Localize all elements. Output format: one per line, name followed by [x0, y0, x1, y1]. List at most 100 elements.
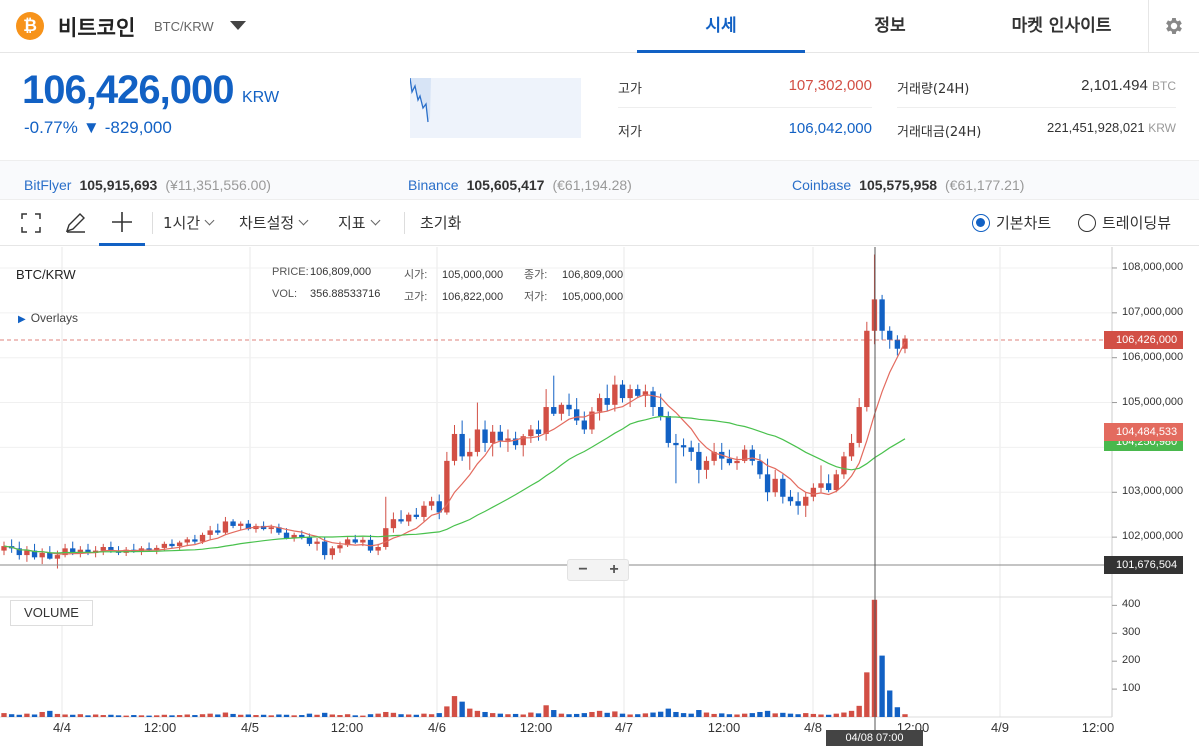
volume-bar — [383, 711, 389, 717]
volume-bar — [413, 714, 419, 717]
candle-body — [428, 501, 435, 506]
candle-body — [825, 483, 832, 491]
exchange-fx: (€61,194.28) — [552, 177, 632, 193]
overlays-toggle[interactable]: ▶ Overlays — [18, 311, 78, 325]
candle-body — [238, 523, 244, 526]
volume-bar — [77, 714, 84, 717]
candle-body — [741, 449, 748, 461]
price-chart[interactable]: BTC/KRW ▶ Overlays PRICE:106,809,000 VOL:… — [0, 247, 1199, 746]
candle-body — [543, 407, 549, 434]
tradingview-radio[interactable] — [1078, 214, 1096, 232]
amount-24h-unit: KRW — [1148, 121, 1176, 135]
tradingview-label[interactable]: 트레이딩뷰 — [1102, 214, 1172, 232]
volume-bar — [360, 715, 366, 717]
volume-bar — [222, 712, 229, 717]
legend-close-label: 종가: — [524, 269, 548, 281]
exchange-name: Binance — [408, 177, 459, 193]
volume-bar — [138, 715, 145, 717]
candle-body — [673, 442, 679, 446]
volume-panel-button[interactable]: VOLUME — [10, 600, 93, 626]
candle-body — [108, 547, 114, 551]
volume-bar — [436, 713, 442, 717]
interval-dropdown[interactable]: 1시간 — [163, 200, 215, 246]
exchange-bitflyer[interactable]: BitFlyer 105,915,693 (¥11,351,556.00) — [24, 177, 271, 193]
candle-body — [62, 548, 68, 556]
tab-info[interactable]: 정보 — [874, 16, 906, 36]
candle-body — [490, 431, 496, 443]
volume-bar — [184, 714, 190, 717]
volume-bar — [612, 711, 618, 717]
candle-body — [459, 433, 465, 457]
candle-body — [260, 525, 267, 530]
candle-body — [650, 391, 656, 408]
candle-body — [757, 460, 763, 475]
candle-body — [390, 519, 397, 529]
candle-body — [497, 431, 503, 441]
high-value: 107,302,000 — [788, 77, 872, 94]
volume-bar — [406, 714, 412, 717]
reset-button[interactable]: 초기화 — [420, 214, 462, 232]
volume-bar — [741, 713, 748, 717]
candle-body — [276, 527, 282, 533]
volume-bar — [589, 711, 595, 717]
volume-bar — [451, 696, 458, 717]
crosshair-tool[interactable] — [99, 200, 145, 246]
triangle-right-icon: ▶ — [18, 314, 26, 325]
chart-toolbar: 1시간 차트설정 지표 초기화 기본차트 트레이딩뷰 — [0, 200, 1199, 246]
candle-body — [154, 547, 160, 551]
candle-body — [680, 445, 687, 448]
volume-bar — [39, 711, 45, 717]
exchange-coinbase[interactable]: Coinbase 105,575,958 (€61,177.21) — [792, 177, 1024, 193]
volume-tick-label: 100 — [1122, 682, 1141, 695]
zoom-in-button[interactable]: + — [609, 561, 619, 578]
volume-bar — [535, 713, 542, 717]
chart-canvas[interactable] — [0, 247, 1199, 746]
candle-body — [887, 330, 893, 340]
fullscreen-icon[interactable] — [20, 212, 42, 234]
sparkline-chart — [410, 78, 581, 138]
candle-body — [291, 534, 297, 539]
candle-body — [421, 505, 427, 517]
volume-bar — [497, 713, 503, 717]
candle-body — [551, 407, 557, 414]
volume-bar — [146, 715, 152, 717]
volume-bar — [108, 714, 114, 717]
candle-body — [726, 458, 733, 464]
candle-body — [352, 539, 358, 543]
tab-market-insight[interactable]: 마켓 인사이트 — [1011, 16, 1112, 36]
candle-body — [596, 398, 603, 412]
legend-close-value: 106,809,000 — [562, 269, 624, 281]
volume-bar — [115, 715, 122, 717]
candle-body — [306, 537, 313, 544]
pencil-icon[interactable] — [64, 212, 88, 234]
basic-chart-radio[interactable] — [972, 214, 990, 232]
candle-body — [902, 338, 908, 349]
volume-bar — [276, 714, 282, 717]
volume-bar — [474, 710, 481, 717]
candle-body — [657, 407, 664, 417]
volume-bar — [230, 713, 236, 717]
volume-bar — [825, 714, 832, 717]
volume-bar — [772, 713, 778, 717]
volume-tick-label: 400 — [1122, 598, 1141, 611]
candle-body — [451, 433, 458, 461]
tab-market[interactable]: 시세 — [637, 0, 805, 53]
volume-24h: 2,101.494 BTC — [980, 77, 1176, 94]
exchange-binance[interactable]: Binance 105,605,417 (€61,194.28) — [408, 177, 632, 193]
volume-bar — [47, 710, 53, 717]
candle-body — [222, 521, 229, 533]
candle-body — [467, 451, 473, 457]
chevron-down-icon — [298, 215, 309, 226]
pair-dropdown-icon[interactable] — [230, 21, 246, 30]
candle-body — [1, 546, 7, 551]
candle-body — [367, 539, 374, 551]
settings-button[interactable] — [1148, 0, 1199, 53]
candle-body — [642, 391, 649, 396]
zoom-out-button[interactable]: − — [578, 561, 588, 578]
basic-chart-label[interactable]: 기본차트 — [996, 214, 1052, 232]
volume-bar — [299, 715, 305, 717]
indicators-dropdown[interactable]: 지표 — [338, 200, 381, 246]
divider — [404, 212, 405, 234]
exchange-price: 105,575,958 — [859, 177, 938, 193]
chart-settings-dropdown[interactable]: 차트설정 — [239, 200, 309, 246]
